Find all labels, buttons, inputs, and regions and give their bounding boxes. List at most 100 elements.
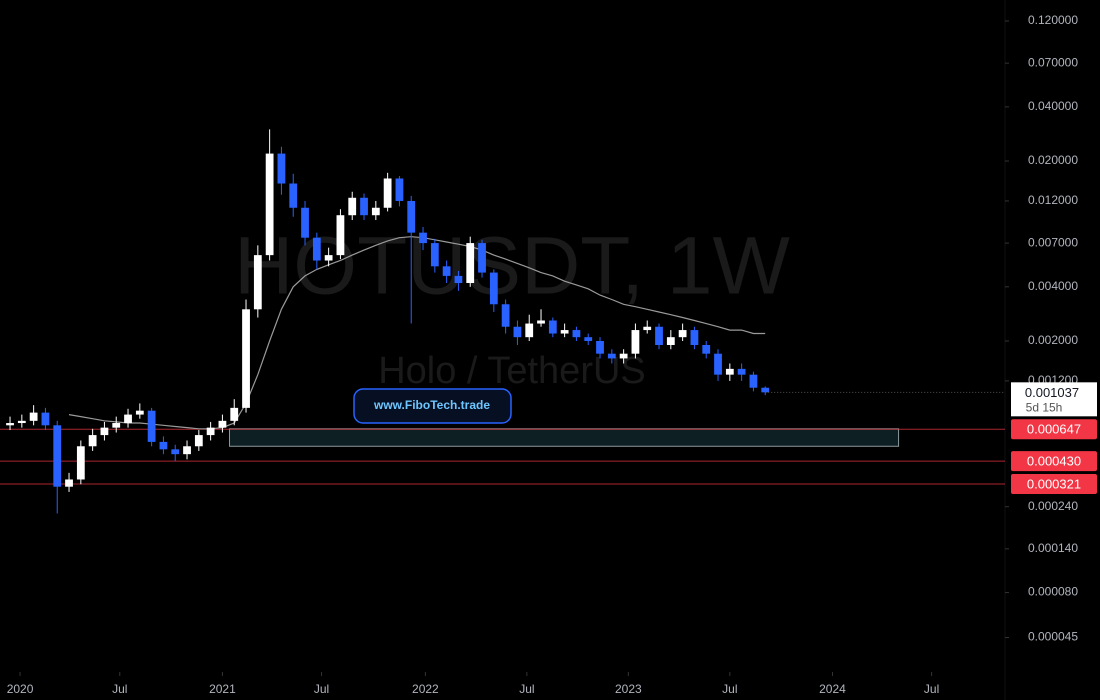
candle-body xyxy=(65,479,73,487)
y-tick-label: 0.002000 xyxy=(1028,333,1078,347)
moving-average xyxy=(68,236,766,430)
candle-body xyxy=(265,153,274,256)
x-tick-label: Jul xyxy=(314,682,329,696)
y-tick-label: 0.000080 xyxy=(1028,585,1078,599)
candle-body xyxy=(242,309,250,408)
candle-body xyxy=(584,337,593,341)
candle-body xyxy=(631,330,640,354)
level-tag xyxy=(1011,419,1097,440)
y-tick-label: 0.007000 xyxy=(1028,235,1078,249)
level-label: 0.000647 xyxy=(1027,422,1081,437)
candle-body xyxy=(194,435,203,447)
link-button[interactable]: www.FiboTech.trade xyxy=(373,398,490,412)
candle-body xyxy=(76,446,85,480)
x-tick-label: Jul xyxy=(924,682,939,696)
candle-body xyxy=(29,412,38,421)
candle-body xyxy=(607,353,616,359)
candle-body xyxy=(442,266,451,276)
candle-body xyxy=(678,330,687,338)
candle-body xyxy=(407,200,416,233)
candle-body xyxy=(6,423,14,426)
x-tick-label: 2022 xyxy=(412,682,439,696)
candle-body xyxy=(702,345,711,354)
y-tick-label: 0.120000 xyxy=(1028,13,1078,27)
x-tick-label: 2020 xyxy=(7,682,34,696)
candle-body xyxy=(466,243,475,284)
candle-body xyxy=(53,425,62,487)
candle-body xyxy=(348,197,357,216)
candle-body xyxy=(419,232,427,244)
candle-body xyxy=(761,387,770,393)
last-price-label: 0.001037 xyxy=(1025,385,1079,400)
candle-body xyxy=(454,275,463,284)
candle-body xyxy=(230,407,239,421)
x-tick-label: Jul xyxy=(112,682,127,696)
y-tick-label: 0.000240 xyxy=(1028,499,1078,513)
link-button-box xyxy=(353,388,512,424)
level-tag xyxy=(1011,451,1097,472)
last-price-tag xyxy=(1011,382,1097,417)
candle-body xyxy=(478,243,486,273)
candle-body xyxy=(88,435,97,447)
y-tick-label: 0.020000 xyxy=(1028,153,1078,167)
candle-body xyxy=(147,410,156,442)
candle-body xyxy=(336,215,345,256)
candle-body xyxy=(183,446,191,455)
candle-body xyxy=(643,326,652,331)
candle-body xyxy=(41,412,50,426)
candle-body xyxy=(277,153,286,184)
y-tick-label: 0.012000 xyxy=(1028,193,1078,207)
candle-body xyxy=(171,449,180,455)
watermark-subtitle: Holo / TetherUS xyxy=(378,350,646,392)
level-label: 0.000430 xyxy=(1027,454,1081,469)
candle-body xyxy=(159,441,168,450)
candle-body xyxy=(714,353,722,375)
candle-body xyxy=(100,427,109,436)
candle-body xyxy=(135,410,144,415)
candle-body xyxy=(690,330,699,346)
candle-body xyxy=(324,255,333,261)
candle-body xyxy=(666,337,675,346)
candle-body xyxy=(383,178,392,208)
candle-body xyxy=(489,272,498,305)
y-tick-label: 0.004000 xyxy=(1028,279,1078,293)
candle-body xyxy=(301,207,309,238)
level-tag xyxy=(1011,473,1097,494)
candle-body xyxy=(253,255,262,310)
candle-body xyxy=(206,427,215,436)
candle-body xyxy=(360,197,368,216)
level-label: 0.000321 xyxy=(1027,476,1081,491)
candle-body xyxy=(312,237,321,261)
candle-body xyxy=(124,414,132,424)
candle-body xyxy=(17,420,26,424)
candle-body xyxy=(737,368,746,375)
candle-body xyxy=(548,320,557,334)
candle-body xyxy=(537,320,545,324)
candle-body xyxy=(112,423,121,428)
x-tick-label: Jul xyxy=(722,682,737,696)
zone-box xyxy=(229,428,900,447)
candle-body xyxy=(596,340,604,354)
x-tick-label: 2021 xyxy=(209,682,236,696)
x-tick-label: 2024 xyxy=(819,682,846,696)
candle-body xyxy=(619,353,628,359)
candle-body xyxy=(572,330,581,338)
candle-body xyxy=(218,420,227,428)
x-tick-label: Jul xyxy=(519,682,534,696)
candle-body xyxy=(513,326,522,338)
candle-body xyxy=(501,304,510,327)
countdown: 5d 15h xyxy=(1026,400,1063,414)
x-tick-label: 2023 xyxy=(615,682,642,696)
y-tick-label: 0.070000 xyxy=(1028,55,1078,69)
y-tick-label: 0.040000 xyxy=(1028,99,1078,113)
candle-body xyxy=(655,326,663,346)
candle-body xyxy=(289,183,298,208)
candle-body xyxy=(430,243,439,267)
candle-body xyxy=(525,323,534,338)
candle-body xyxy=(371,207,380,216)
candle-body xyxy=(395,178,404,201)
candle-body xyxy=(725,368,734,375)
